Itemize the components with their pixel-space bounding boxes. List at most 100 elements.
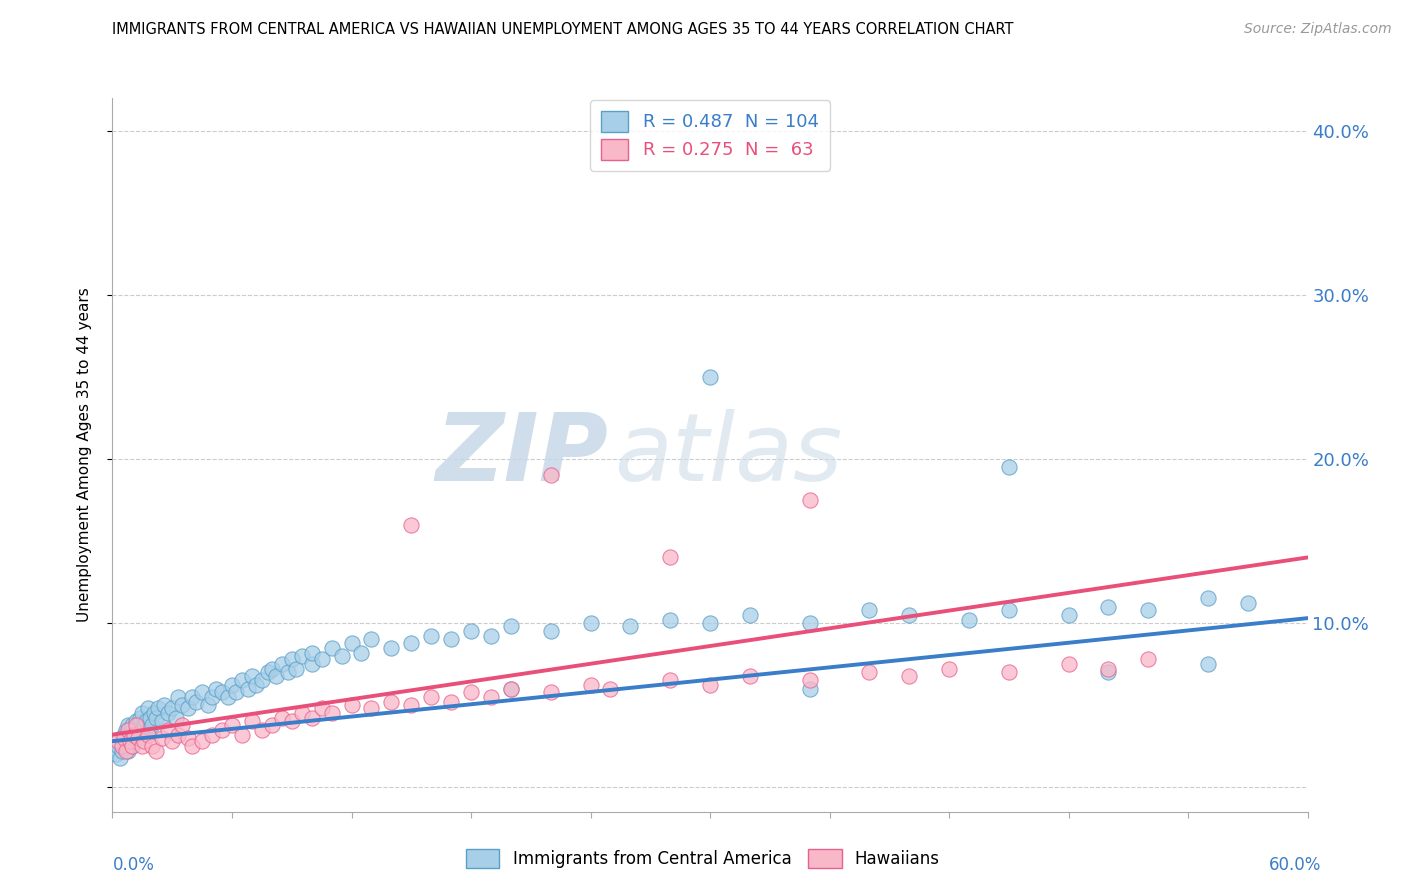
Point (540, 468, 562, 483)
Point (898, 668, 921, 682)
Point (998, 460, 1021, 475)
Point (121, 739, 143, 753)
Point (799, 493, 821, 508)
Point (129, 711, 152, 725)
Point (134, 734, 156, 748)
Point (799, 616, 821, 631)
Point (201, 690, 224, 704)
Text: 0.0%: 0.0% (112, 855, 155, 873)
Point (201, 728, 224, 742)
Point (131, 706, 153, 721)
Point (440, 695, 463, 709)
Point (1057, 657, 1080, 671)
Point (221, 678, 243, 692)
Point (1057, 607, 1080, 622)
Point (460, 624, 482, 639)
Point (120, 734, 142, 748)
Point (129, 726, 152, 740)
Point (699, 678, 721, 692)
Point (957, 613, 980, 627)
Point (479, 690, 502, 704)
Text: Source: ZipAtlas.com: Source: ZipAtlas.com (1244, 22, 1392, 37)
Point (579, 678, 602, 692)
Point (148, 701, 170, 715)
Point (111, 744, 134, 758)
Point (117, 744, 139, 758)
Point (150, 714, 173, 729)
Point (124, 728, 146, 742)
Point (380, 695, 402, 709)
Point (115, 744, 138, 758)
Point (291, 706, 314, 721)
Point (420, 629, 443, 643)
Point (107, 734, 129, 748)
Point (540, 624, 562, 639)
Text: 60.0%: 60.0% (1270, 855, 1322, 873)
Point (141, 718, 163, 732)
Point (221, 718, 243, 732)
Point (499, 681, 522, 696)
Point (111, 739, 134, 753)
Point (117, 731, 139, 745)
Point (401, 517, 423, 532)
Text: atlas: atlas (614, 409, 842, 500)
Point (898, 607, 921, 622)
Point (321, 706, 343, 721)
Point (401, 698, 423, 712)
Point (540, 685, 562, 699)
Point (111, 731, 134, 745)
Point (131, 723, 153, 737)
Point (1137, 652, 1160, 666)
Point (211, 723, 233, 737)
Point (145, 711, 167, 725)
Point (311, 652, 333, 666)
Point (225, 685, 247, 699)
Point (121, 731, 143, 745)
Point (231, 728, 253, 742)
Point (114, 734, 135, 748)
Point (120, 734, 142, 748)
Point (135, 714, 157, 729)
Legend: Immigrants from Central America, Hawaiians: Immigrants from Central America, Hawaiia… (460, 842, 946, 875)
Point (281, 652, 304, 666)
Point (699, 616, 721, 631)
Point (125, 714, 148, 729)
Point (236, 681, 259, 696)
Point (257, 665, 280, 680)
Point (1237, 596, 1260, 610)
Point (380, 640, 402, 655)
Text: ZIP: ZIP (436, 409, 609, 501)
Point (107, 739, 129, 753)
Point (284, 662, 307, 676)
Point (162, 734, 183, 748)
Point (124, 728, 146, 742)
Point (1137, 603, 1160, 617)
Point (799, 681, 821, 696)
Point (150, 731, 173, 745)
Point (579, 616, 602, 631)
Legend: R = 0.487  N = 104, R = 0.275  N =  63: R = 0.487 N = 104, R = 0.275 N = 63 (591, 100, 830, 170)
Point (125, 718, 148, 732)
Point (738, 607, 761, 622)
Point (699, 370, 721, 384)
Point (197, 698, 219, 712)
Point (250, 673, 273, 688)
Point (340, 636, 363, 650)
Point (245, 678, 267, 692)
Point (157, 723, 180, 737)
Point (277, 665, 299, 680)
Point (117, 723, 139, 737)
Point (659, 673, 682, 688)
Point (1197, 657, 1219, 671)
Point (110, 750, 132, 764)
Point (121, 739, 143, 753)
Point (138, 728, 160, 742)
Point (291, 648, 314, 663)
Point (138, 701, 160, 715)
Point (127, 718, 149, 732)
Point (858, 603, 880, 617)
Point (311, 701, 333, 715)
Point (115, 723, 138, 737)
Point (281, 714, 304, 729)
Point (1097, 662, 1119, 676)
